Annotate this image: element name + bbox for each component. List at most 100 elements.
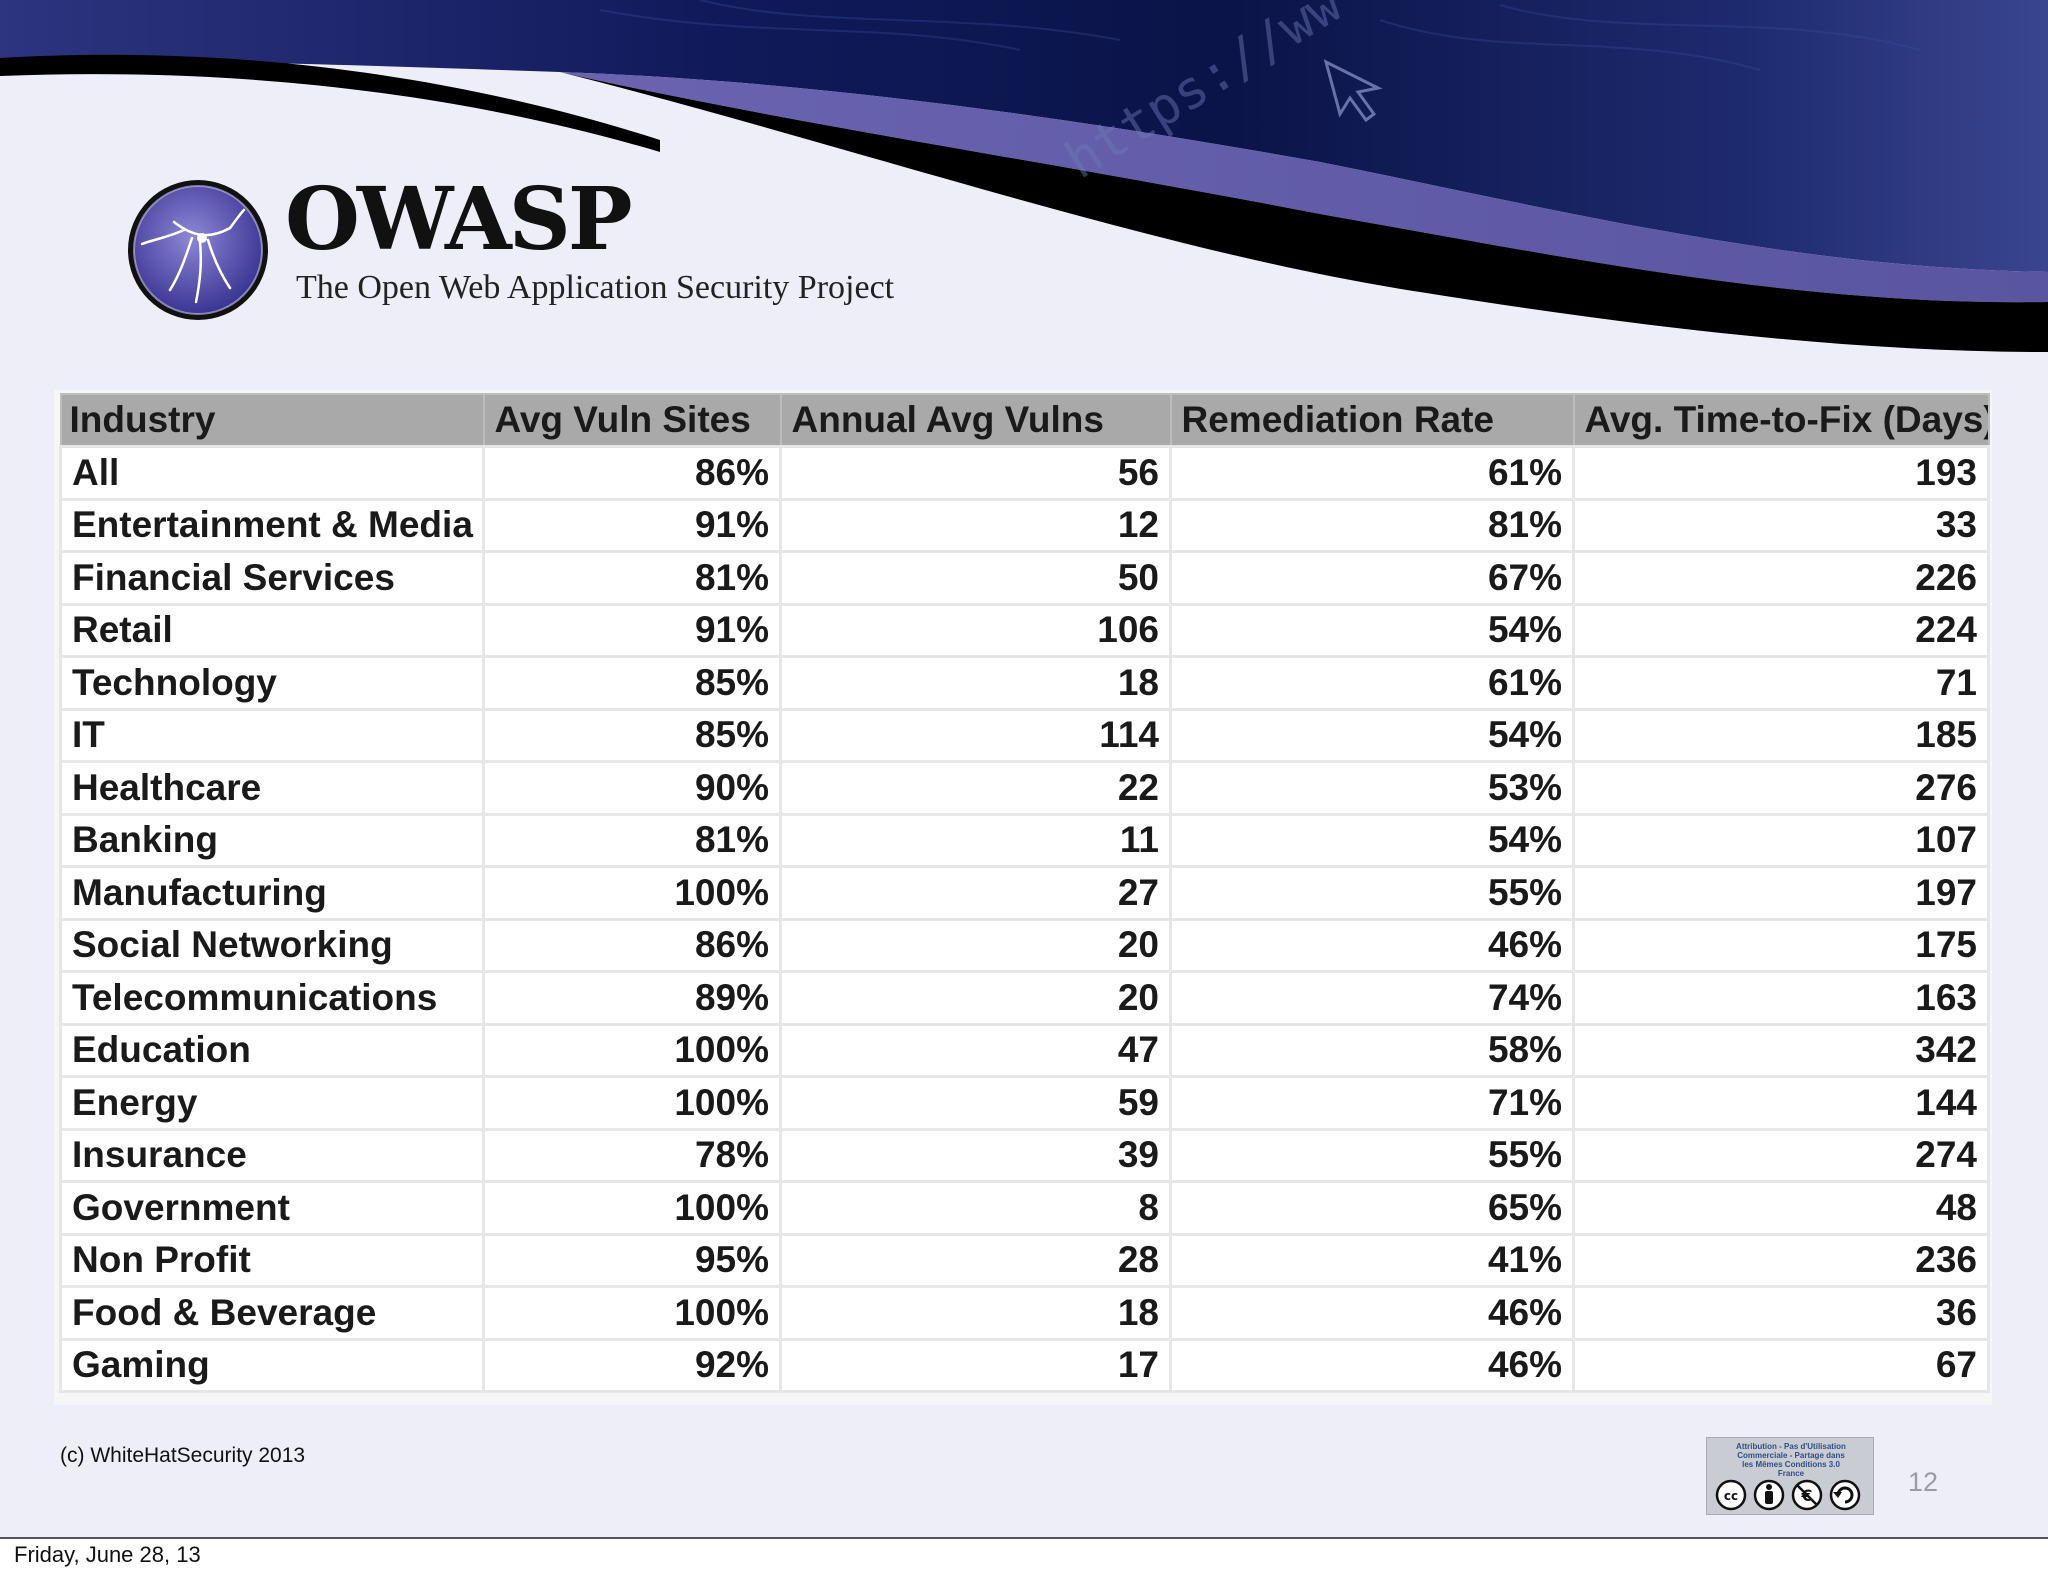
value-cell: 54% [1169,602,1575,658]
value-cell: 33 [1572,497,1990,553]
value-cell: 18 [779,1285,1172,1341]
industry-cell: Entertainment & Media [59,497,485,553]
industry-cell: Retail [59,602,485,658]
copyright-text: (c) WhiteHatSecurity 2013 [60,1444,306,1467]
value-cell: 61% [1169,445,1575,501]
industry-cell: Food & Beverage [59,1285,485,1341]
industry-cell: Technology [59,655,485,711]
table-row: Healthcare 90% 22 53% 276 [59,760,1990,816]
license-text: Attribution - Pas d'Utilisation Commerci… [1736,1442,1846,1478]
value-cell: 89% [482,970,782,1026]
cc-icon [1715,1479,1747,1511]
brand-name: OWASP [285,169,632,270]
value-cell: 55% [1169,1127,1575,1183]
value-cell: 85% [482,655,782,711]
slide: https://ww OWASP The Open Web Applicatio… [0,0,2048,1539]
value-cell: 47 [779,1022,1172,1078]
value-cell: 17 [779,1337,1172,1393]
value-cell: 22 [779,760,1172,816]
column-header-time-to-fix: Avg. Time-to-Fix (Days) [1572,393,1990,448]
value-cell: 85% [482,707,782,763]
value-cell: 50 [779,550,1172,606]
table-row: IT 85% 114 54% 185 [59,707,1990,763]
value-cell: 224 [1572,602,1990,658]
value-cell: 39 [779,1127,1172,1183]
value-cell: 274 [1572,1127,1990,1183]
value-cell: 58% [1169,1022,1575,1078]
value-cell: 61% [1169,655,1575,711]
table-row: Telecommunications 89% 20 74% 163 [59,970,1990,1026]
value-cell: 65% [1169,1180,1575,1236]
license-icons: cc € [1715,1479,1861,1511]
owasp-logo-icon [128,180,268,320]
table-row: All 86% 56 61% 193 [59,445,1990,501]
value-cell: 36 [1572,1285,1990,1341]
value-cell: 20 [779,970,1172,1026]
value-cell: 71% [1169,1075,1575,1131]
industry-cell: Education [59,1022,485,1078]
value-cell: 106 [779,602,1172,658]
table-container: Industry Avg Vuln Sites Annual Avg Vulns… [54,390,1992,1405]
value-cell: 197 [1572,865,1990,921]
value-cell: 342 [1572,1022,1990,1078]
value-cell: 185 [1572,707,1990,763]
industry-cell: Government [59,1180,485,1236]
industry-cell: Energy [59,1075,485,1131]
value-cell: 67% [1169,550,1575,606]
value-cell: 91% [482,602,782,658]
value-cell: 100% [482,1075,782,1131]
value-cell: 55% [1169,865,1575,921]
value-cell: 81% [482,812,782,868]
creative-commons-license-badge[interactable]: Attribution - Pas d'Utilisation Commerci… [1706,1437,1874,1515]
table-header: Industry Avg Vuln Sites Annual Avg Vulns… [59,393,1990,448]
value-cell: 92% [482,1337,782,1393]
table-row: Food & Beverage 100% 18 46% 36 [59,1285,1990,1341]
table-row: Financial Services 81% 50 67% 226 [59,550,1990,606]
value-cell: 53% [1169,760,1575,816]
value-cell: 46% [1169,917,1575,973]
value-cell: 18 [779,655,1172,711]
table-row: Gaming 92% 17 46% 67 [59,1337,1990,1393]
cursor-icon [1323,59,1383,123]
value-cell: 54% [1169,812,1575,868]
value-cell: 81% [1169,497,1575,553]
value-cell: 114 [779,707,1172,763]
table-row: Banking 81% 11 54% 107 [59,812,1990,868]
footer-date: Friday, June 28, 13 [14,1542,201,1567]
value-cell: 91% [482,497,782,553]
value-cell: 95% [482,1232,782,1288]
value-cell: 175 [1572,917,1990,973]
value-cell: 20 [779,917,1172,973]
industry-cell: Non Profit [59,1232,485,1288]
value-cell: 193 [1572,445,1990,501]
industry-cell: Banking [59,812,485,868]
value-cell: 27 [779,865,1172,921]
value-cell: 78% [482,1127,782,1183]
slide-number: 12 [1908,1467,1939,1497]
value-cell: 56 [779,445,1172,501]
column-header-annual-avg-vulns: Annual Avg Vulns [779,393,1172,448]
industry-cell: Gaming [59,1337,485,1393]
table-row: Insurance 78% 39 55% 274 [59,1127,1990,1183]
nc-icon: € [1791,1479,1823,1511]
table-row: Energy 100% 59 71% 144 [59,1075,1990,1131]
value-cell: 41% [1169,1232,1575,1288]
column-header-industry: Industry [59,393,485,448]
value-cell: 46% [1169,1285,1575,1341]
value-cell: 90% [482,760,782,816]
value-cell: 226 [1572,550,1990,606]
industry-cell: Insurance [59,1127,485,1183]
value-cell: 28 [779,1232,1172,1288]
svg-text:cc: cc [1724,1489,1738,1503]
value-cell: 100% [482,1285,782,1341]
value-cell: 236 [1572,1232,1990,1288]
value-cell: 86% [482,917,782,973]
column-header-avg-vuln-sites: Avg Vuln Sites [482,393,782,448]
value-cell: 48 [1572,1180,1990,1236]
industry-cell: All [59,445,485,501]
column-header-remediation-rate: Remediation Rate [1169,393,1575,448]
value-cell: 107 [1572,812,1990,868]
industry-cell: IT [59,707,485,763]
brand-tagline: The Open Web Application Security Projec… [296,269,895,306]
value-cell: 59 [779,1075,1172,1131]
